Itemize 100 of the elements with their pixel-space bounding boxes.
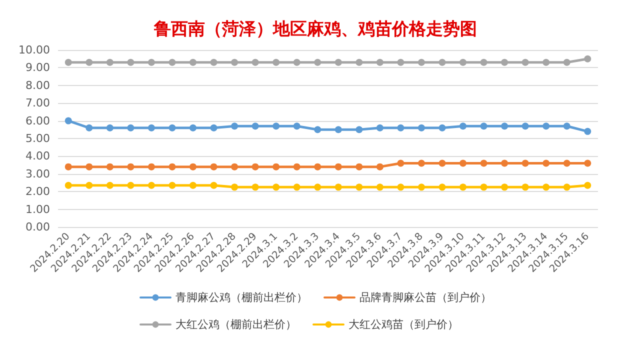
point [86, 163, 93, 170]
point [252, 58, 259, 66]
y-tick-label: 0.00 [26, 220, 50, 234]
point [356, 184, 363, 191]
point [418, 160, 425, 167]
legend-label: 大红公鸡（棚前出栏价） [176, 318, 296, 331]
point [418, 124, 425, 132]
point [64, 182, 72, 189]
y-tick-label: 3.00 [26, 167, 50, 180]
point [293, 122, 300, 130]
point [231, 163, 238, 170]
point [272, 184, 280, 191]
point [438, 58, 446, 66]
point [542, 58, 550, 66]
y-tick-label: 7.00 [26, 96, 50, 110]
point [64, 163, 72, 170]
point [376, 184, 384, 191]
point [418, 184, 425, 191]
point [272, 122, 280, 130]
point [314, 184, 322, 191]
point [397, 184, 404, 191]
point [418, 58, 425, 66]
point [127, 182, 134, 189]
point [190, 58, 196, 66]
point [64, 58, 72, 66]
point [480, 160, 488, 167]
chart-title: 鲁西南（菏泽）地区麻鸡、鸡苗价格走势图 [153, 20, 477, 40]
point [334, 58, 342, 66]
point [584, 128, 592, 135]
point [584, 182, 592, 189]
point [314, 163, 322, 170]
point [563, 122, 570, 130]
point [522, 160, 529, 167]
point [334, 184, 342, 191]
y-tick-label: 5.00 [26, 132, 50, 145]
point [522, 58, 529, 66]
point [210, 182, 218, 189]
y-tick-label: 4.00 [26, 150, 50, 163]
point [106, 124, 114, 132]
point [127, 58, 134, 66]
point [190, 163, 196, 170]
point [563, 58, 570, 66]
legend-label: 品牌青脚麻公苗（到户价） [360, 291, 492, 304]
point [190, 182, 196, 189]
point [252, 184, 259, 191]
point [356, 163, 363, 170]
point [460, 122, 466, 130]
y-tick-label: 1.00 [26, 202, 50, 216]
point [272, 163, 280, 170]
y-tick-label: 10.00 [18, 44, 50, 56]
point [460, 58, 466, 66]
point [397, 124, 404, 132]
point [293, 58, 300, 66]
point [522, 184, 529, 191]
y-tick-label: 8.00 [26, 78, 50, 92]
point [168, 163, 176, 170]
point [542, 122, 550, 130]
point [376, 124, 384, 132]
y-tick-label: 9.00 [26, 61, 50, 74]
point [168, 124, 176, 132]
point [376, 163, 384, 170]
point [231, 122, 238, 130]
point [480, 58, 488, 66]
point [86, 182, 93, 189]
point [252, 122, 259, 130]
point [460, 160, 466, 167]
point [356, 126, 363, 134]
point [314, 58, 322, 66]
point [584, 55, 592, 62]
point [231, 58, 238, 66]
y-tick-label: 2.00 [26, 185, 50, 198]
point [231, 184, 238, 191]
point [148, 163, 155, 170]
point [148, 182, 155, 189]
point [501, 58, 508, 66]
point [356, 58, 363, 66]
point [501, 122, 508, 130]
point [293, 184, 300, 191]
point [376, 58, 384, 66]
point [148, 58, 155, 66]
legend-label: 青脚麻公鸡（棚前出栏价） [176, 291, 308, 304]
point [252, 163, 259, 170]
point [438, 124, 446, 132]
point [542, 160, 550, 167]
point [522, 122, 529, 130]
y-tick-label: 6.00 [26, 114, 50, 128]
point [64, 117, 72, 124]
point [584, 160, 592, 167]
point [542, 184, 550, 191]
point [460, 184, 466, 191]
point [106, 163, 114, 170]
point [86, 124, 93, 132]
point [438, 160, 446, 167]
point [168, 58, 176, 66]
point [397, 160, 404, 167]
point [397, 58, 404, 66]
point [501, 184, 508, 191]
point [563, 184, 570, 191]
point [106, 58, 114, 66]
point [334, 163, 342, 170]
